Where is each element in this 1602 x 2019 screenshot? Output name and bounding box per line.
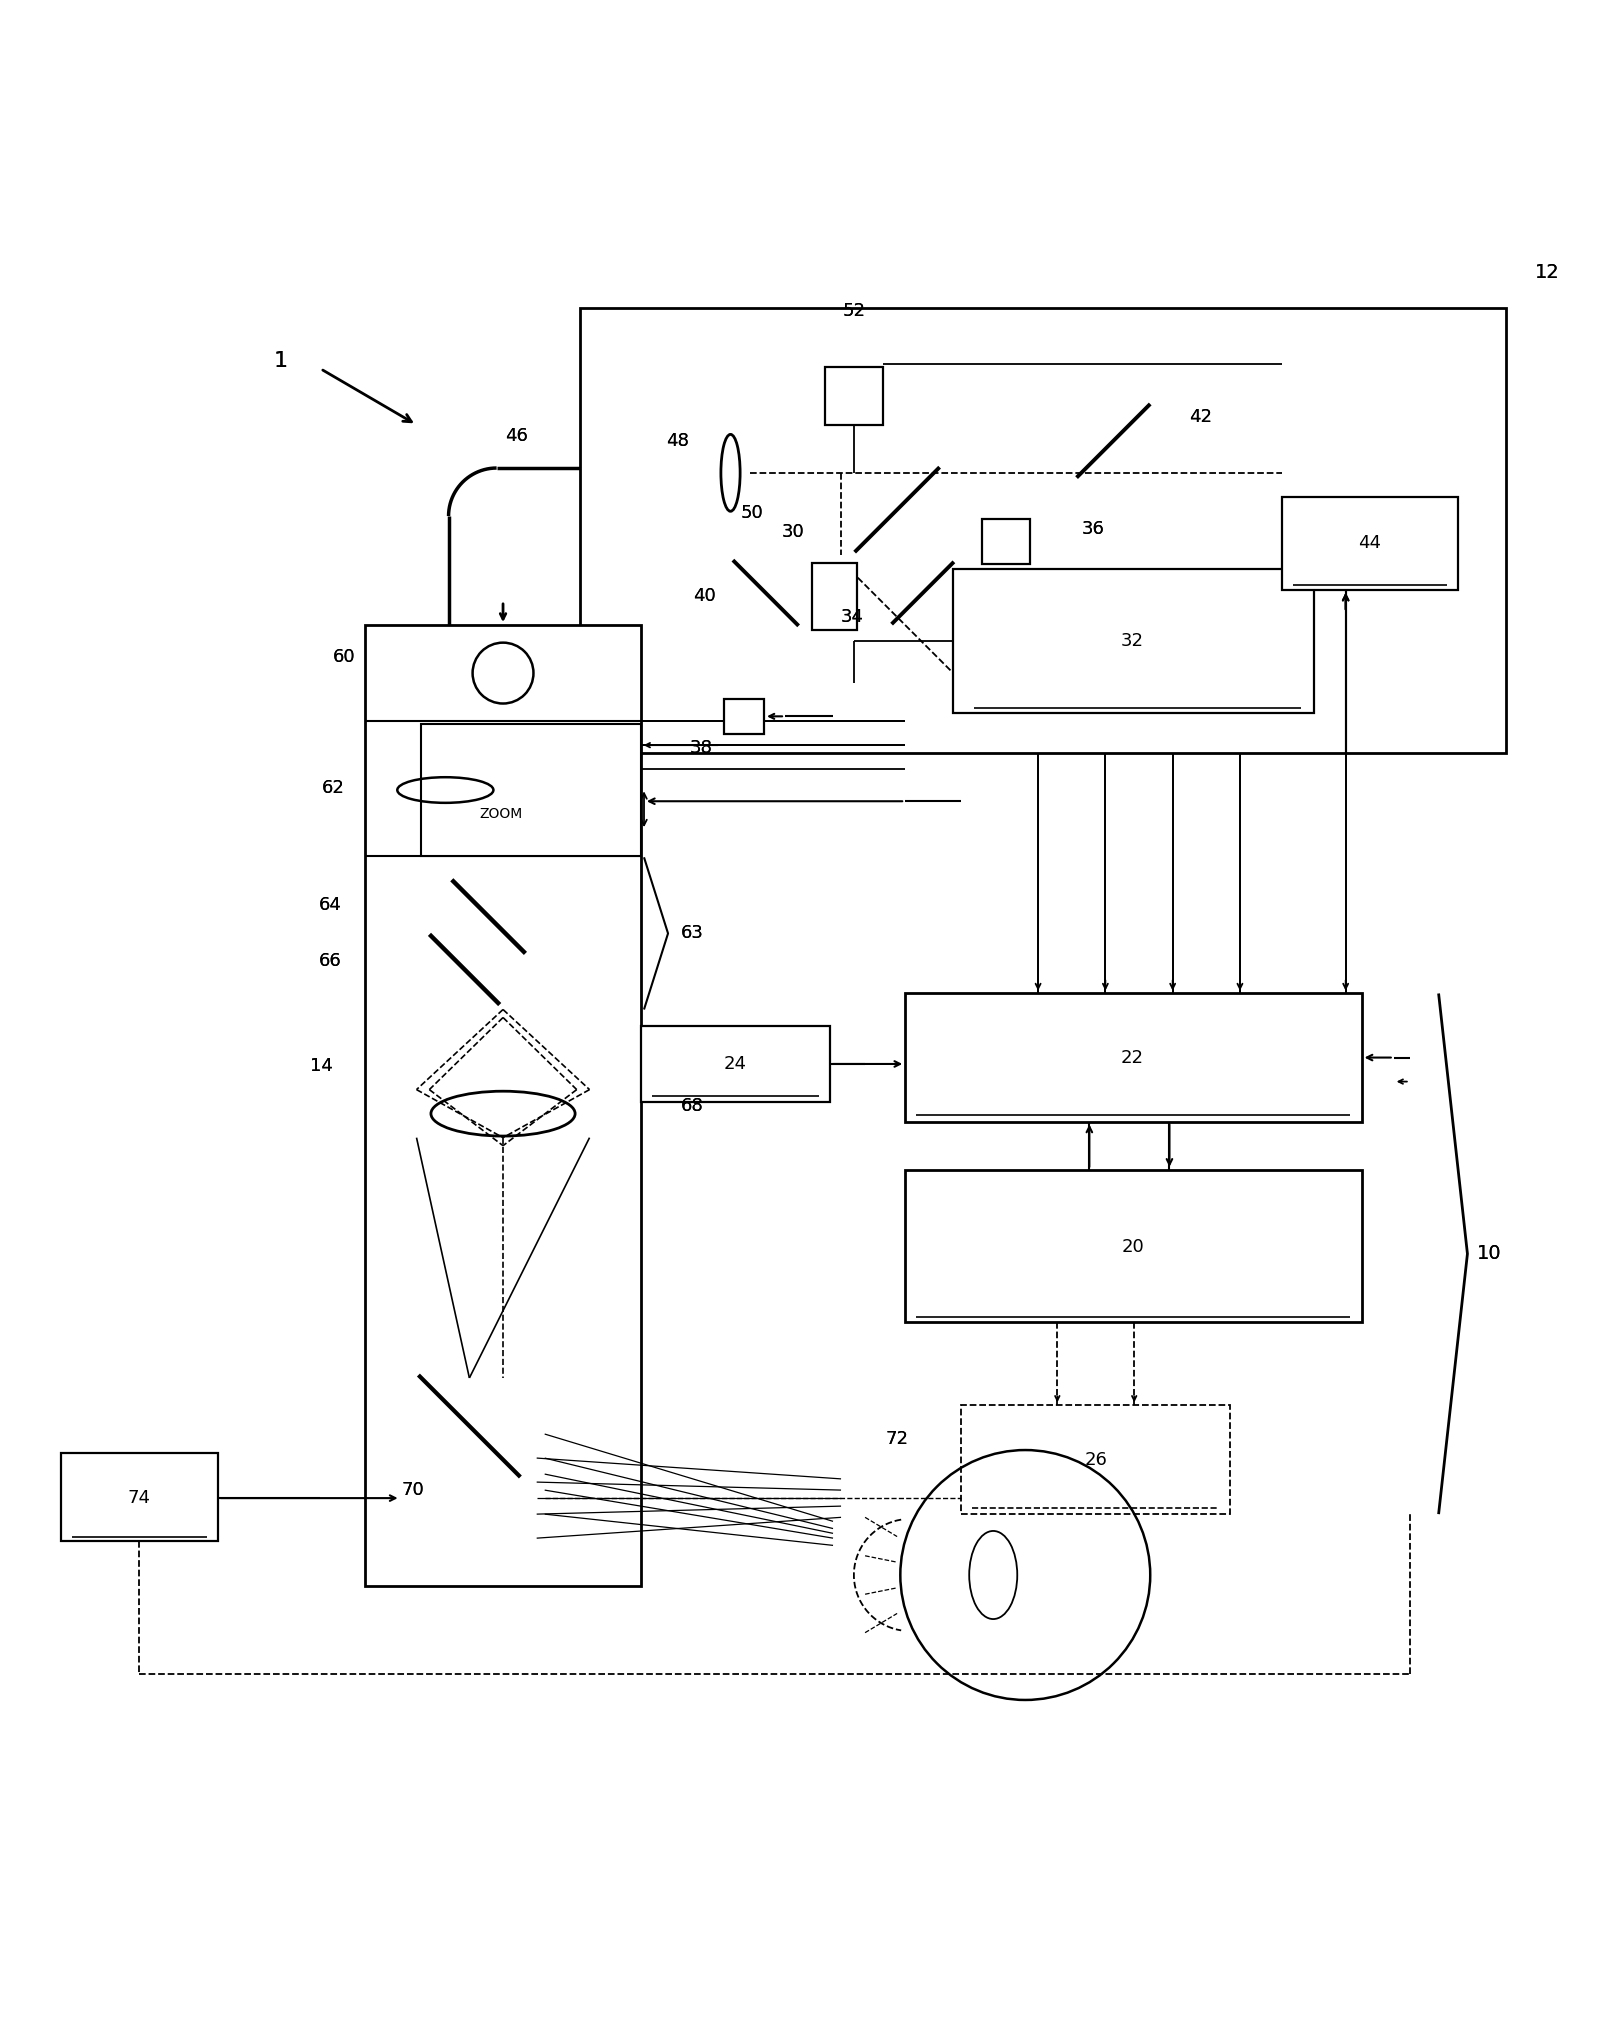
Text: 46: 46 [505,426,527,444]
Text: 72: 72 [886,1429,908,1448]
Text: 62: 62 [322,779,344,798]
Text: 38: 38 [690,739,713,757]
Text: 36: 36 [1081,521,1104,537]
Text: 62: 62 [322,779,344,798]
Bar [365,626,641,1587]
Text: 12: 12 [1535,262,1559,283]
Bar [421,725,641,856]
Text: 36: 36 [1081,521,1104,537]
Text: 30: 30 [782,523,804,541]
Text: 24: 24 [724,1056,747,1072]
Text: 68: 68 [681,1096,703,1114]
Text: 26: 26 [1085,1452,1107,1468]
Bar [825,367,883,424]
Text: 1: 1 [274,351,287,371]
Text: 68: 68 [681,1096,703,1114]
Text: 44: 44 [1358,535,1381,553]
Text: 50: 50 [740,505,763,521]
Text: 66: 66 [319,953,341,971]
Text: 63: 63 [681,925,703,943]
Text: 42: 42 [1189,408,1211,426]
Text: 34: 34 [841,608,863,626]
Text: 70: 70 [402,1482,425,1498]
Text: 40: 40 [694,588,716,606]
Text: 1: 1 [274,351,287,371]
Bar [580,307,1506,753]
Text: 14: 14 [311,1056,333,1074]
Text: 32: 32 [1121,632,1144,650]
Bar [1282,497,1458,590]
Text: 12: 12 [1535,262,1559,283]
Text: 34: 34 [841,608,863,626]
Text: 14: 14 [311,1056,333,1074]
Text: 60: 60 [333,648,356,666]
Text: 30: 30 [782,523,804,541]
Text: 48: 48 [666,432,689,450]
Text: 64: 64 [319,896,341,915]
Text: 22: 22 [1121,1048,1144,1066]
Bar [961,1405,1230,1514]
Text: 60: 60 [333,648,356,666]
Text: 10: 10 [1477,1244,1501,1264]
Bar [953,569,1314,713]
Text: 64: 64 [319,896,341,915]
Text: 38: 38 [690,739,713,757]
Text: 42: 42 [1189,408,1211,426]
Text: 20: 20 [1121,1238,1144,1256]
Bar [982,519,1030,563]
Text: 66: 66 [319,953,341,971]
Bar [61,1454,218,1540]
Text: 46: 46 [505,426,527,444]
Text: 52: 52 [843,303,865,321]
Bar [641,1026,830,1102]
Text: 74: 74 [128,1490,151,1506]
Text: 50: 50 [740,505,763,521]
Bar [724,699,764,735]
Bar [905,993,1362,1123]
Text: 72: 72 [886,1429,908,1448]
Text: 70: 70 [402,1482,425,1498]
Text: 10: 10 [1477,1244,1501,1264]
Text: 48: 48 [666,432,689,450]
Bar [812,563,857,630]
Text: 40: 40 [694,588,716,606]
Text: ZOOM: ZOOM [481,808,522,822]
Text: 52: 52 [843,303,865,321]
Text: 63: 63 [681,925,703,943]
Bar [905,1169,1362,1322]
